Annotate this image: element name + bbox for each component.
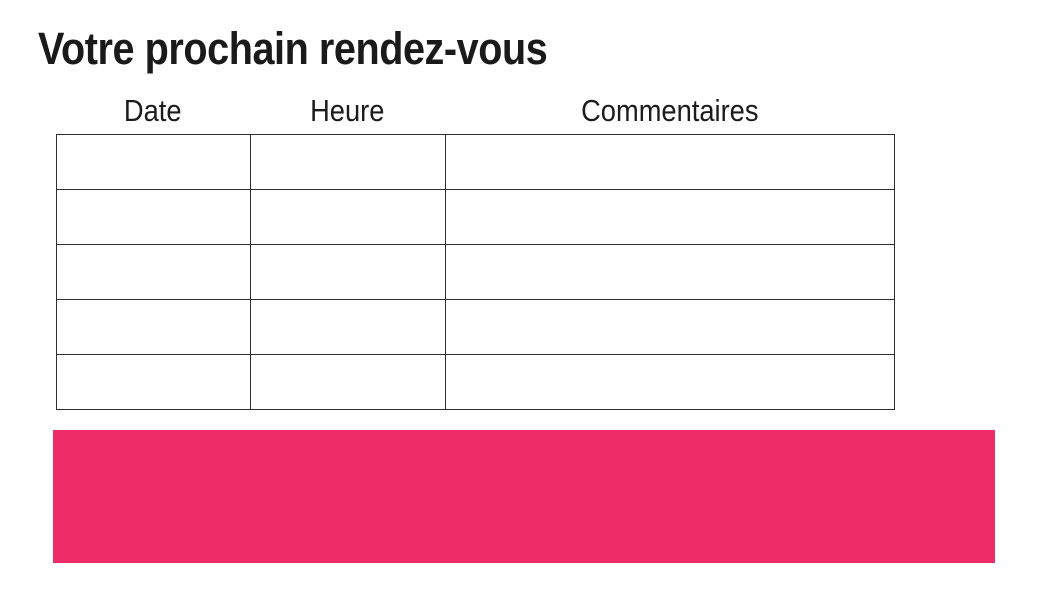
cell-heure [250, 354, 446, 410]
column-header-date-label: Date [124, 93, 182, 128]
cell-commentaires [445, 134, 895, 190]
cell-commentaires [445, 299, 895, 355]
cell-date [56, 354, 251, 410]
cell-date [56, 134, 251, 190]
cell-heure [250, 299, 446, 355]
cell-heure [250, 244, 446, 300]
cell-date [56, 299, 251, 355]
cell-commentaires [445, 189, 895, 245]
table-header-row: Date Heure Commentaires [56, 88, 894, 128]
cell-heure [250, 134, 446, 190]
column-header-commentaires-label: Commentaires [580, 93, 759, 128]
accent-bar [53, 430, 995, 563]
cell-commentaires [445, 354, 895, 410]
appointments-table [56, 134, 895, 410]
cell-date [56, 244, 251, 300]
cell-heure [250, 189, 446, 245]
cell-commentaires [445, 244, 895, 300]
table-row [56, 189, 895, 245]
column-header-date: Date [56, 88, 250, 128]
page-title: Votre prochain rendez-vous [38, 23, 548, 74]
column-header-heure: Heure [250, 88, 445, 128]
table-row [56, 354, 895, 410]
table-row [56, 244, 895, 300]
cell-date [56, 189, 251, 245]
column-header-commentaires: Commentaires [445, 88, 894, 128]
table-row [56, 299, 895, 355]
table-row [56, 134, 895, 190]
column-header-heure-label: Heure [310, 93, 385, 128]
